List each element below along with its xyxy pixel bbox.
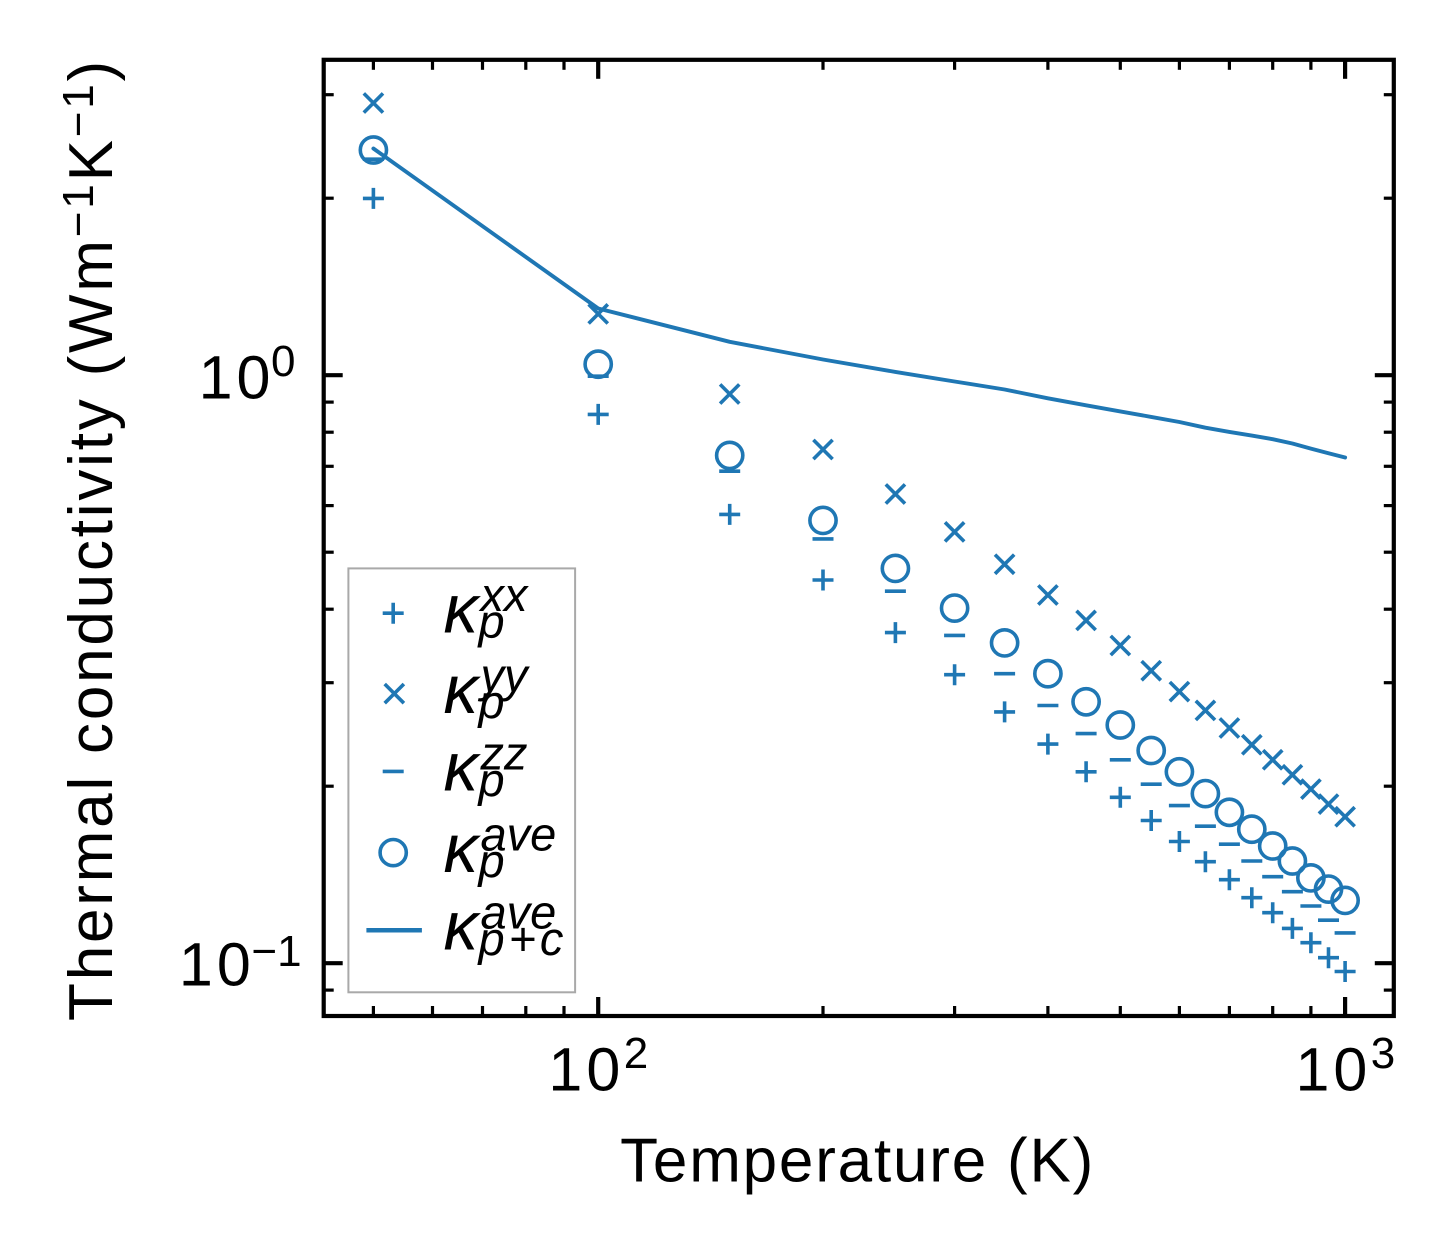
svg-text:−1: −1 [251, 927, 301, 976]
svg-text:κ: κ [444, 810, 482, 887]
svg-text:p: p [477, 595, 505, 648]
svg-text:κ: κ [444, 888, 482, 965]
svg-text:κ: κ [444, 571, 482, 648]
svg-text:10: 10 [548, 1036, 624, 1104]
svg-text:xx: xx [479, 568, 530, 621]
svg-text:Thermal conductivity (Wm−1K−1): Thermal conductivity (Wm−1K−1) [54, 58, 126, 1021]
svg-text:zz: zz [480, 726, 528, 779]
svg-text:ave: ave [481, 808, 557, 861]
svg-text:p: p [477, 675, 505, 728]
svg-text:p: p [477, 753, 505, 806]
svg-text:10: 10 [1296, 1036, 1372, 1104]
svg-text:κ: κ [444, 729, 482, 806]
svg-text:2: 2 [624, 1029, 648, 1078]
svg-text:0: 0 [271, 337, 295, 386]
svg-text:10: 10 [199, 343, 275, 411]
svg-text:κ: κ [444, 651, 482, 728]
svg-text:ave: ave [481, 885, 557, 938]
svg-text:p + c: p + c [477, 912, 564, 965]
svg-text:3: 3 [1371, 1029, 1395, 1078]
svg-text:p: p [477, 834, 505, 887]
svg-text:Temperature (K): Temperature (K) [620, 1126, 1095, 1195]
svg-text:yy: yy [478, 649, 531, 702]
svg-text:10: 10 [179, 931, 255, 999]
